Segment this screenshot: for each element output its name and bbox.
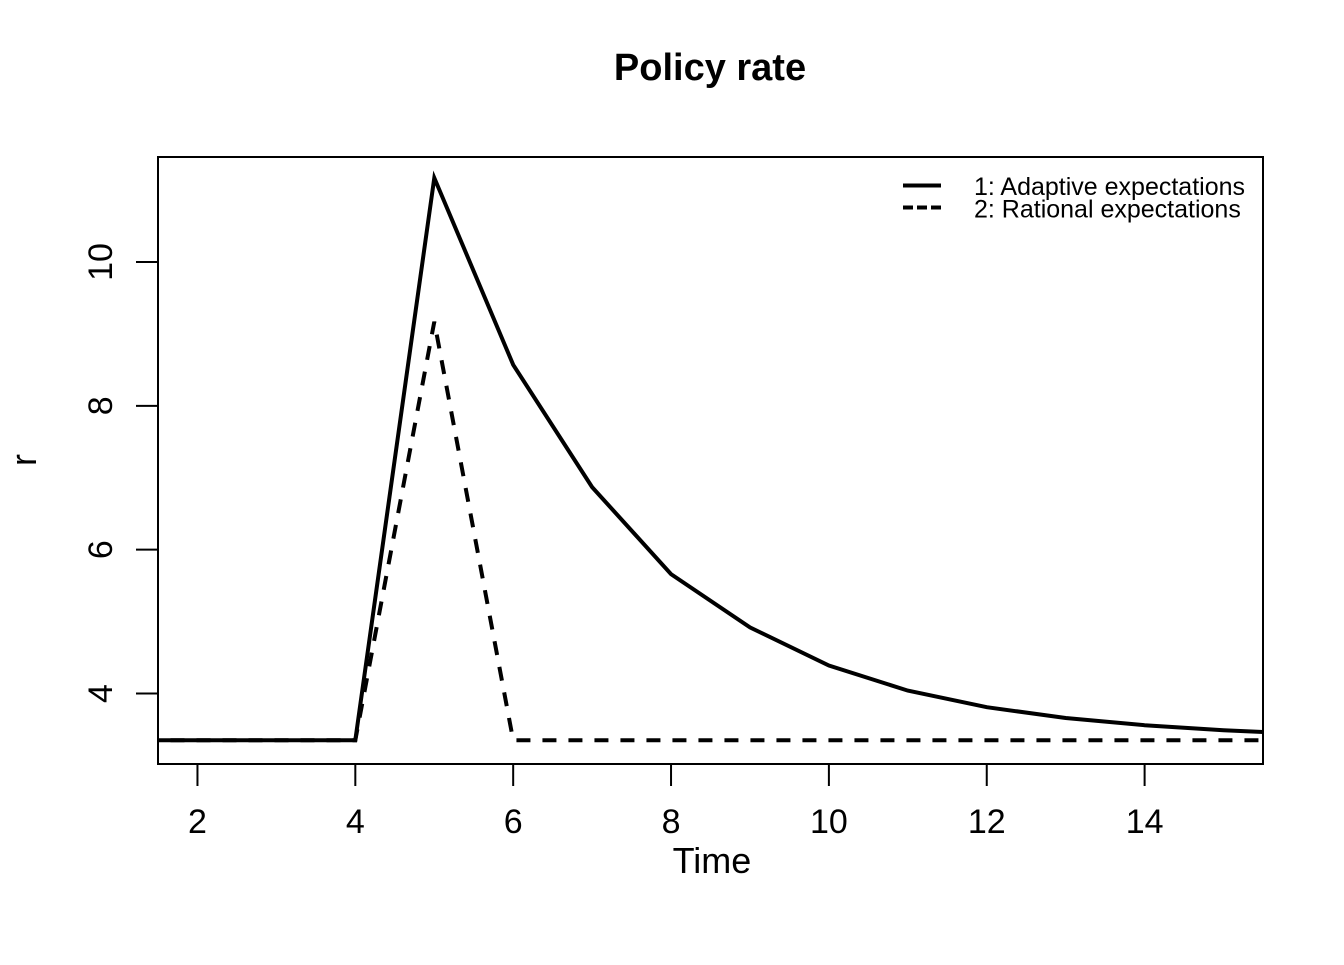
legend: 1: Adaptive expectations 2: Rational exp… — [903, 173, 1245, 224]
adaptive-expectations-line — [158, 170, 1263, 743]
rational-expectations-line — [158, 321, 1263, 743]
x-tick-label: 14 — [1126, 803, 1164, 841]
legend-label-rational: 2: Rational expectations — [974, 196, 1241, 224]
y-tick-label: 8 — [82, 396, 120, 415]
x-axis-label: Time — [673, 840, 752, 881]
plot-area — [158, 170, 1263, 743]
y-tick-label: 4 — [82, 684, 120, 703]
x-tick-label: 4 — [346, 803, 365, 841]
x-tick-label: 10 — [810, 803, 848, 841]
x-tick-label: 12 — [968, 803, 1006, 841]
x-tick-label: 2 — [188, 803, 207, 841]
x-tick-label: 8 — [662, 803, 681, 841]
y-axis-ticks: 4 6 8 10 — [82, 243, 158, 703]
chart-title: Policy rate — [614, 47, 806, 89]
x-tick-label: 6 — [504, 803, 523, 841]
y-axis-label: r — [3, 454, 44, 466]
legend-label-adaptive: 1: Adaptive expectations — [974, 173, 1245, 201]
plot-border — [157, 156, 1264, 765]
legend-item-rational: 2: Rational expectations — [903, 196, 1241, 224]
y-tick-label: 10 — [82, 243, 120, 281]
legend-item-adaptive: 1: Adaptive expectations — [903, 173, 1245, 201]
x-axis-ticks: 2 4 6 8 10 12 14 — [188, 764, 1164, 841]
y-tick-label: 6 — [82, 540, 120, 559]
